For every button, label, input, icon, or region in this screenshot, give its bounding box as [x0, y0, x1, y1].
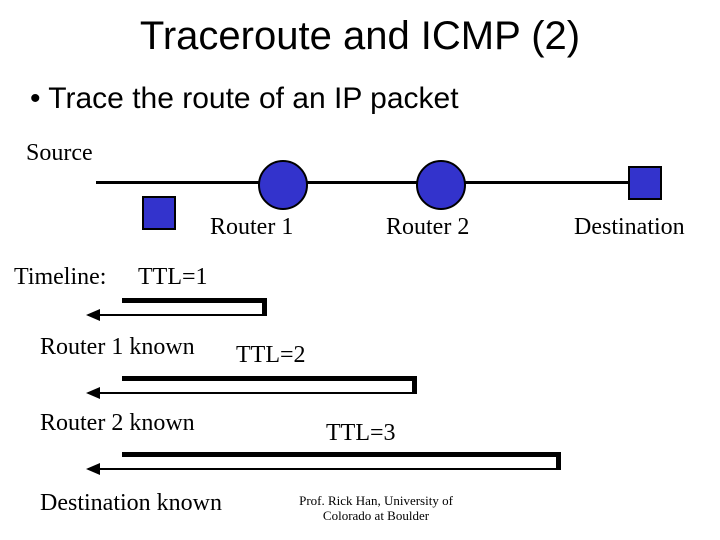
router2-node — [416, 160, 466, 210]
label-router2: Router 2 — [386, 214, 469, 241]
label-router1: Router 1 — [210, 214, 293, 241]
router1-node — [258, 160, 308, 210]
destination-node — [628, 166, 662, 200]
footer-credit: Prof. Rick Han, University of Colorado a… — [276, 494, 476, 524]
footer-line2: Colorado at Boulder — [323, 508, 429, 523]
arrow-shaft — [88, 314, 266, 316]
source-node — [142, 196, 176, 230]
ttl1-top-bar — [122, 298, 266, 303]
label-destination: Destination — [574, 214, 685, 241]
ttl2-top-bar — [122, 376, 416, 381]
label-destination-known: Destination known — [40, 490, 222, 517]
network-line — [96, 181, 650, 184]
label-router1-known: Router 1 known — [40, 334, 195, 361]
slide: Traceroute and ICMP (2) • Trace the rout… — [0, 0, 720, 540]
label-ttl1: TTL=1 — [138, 264, 208, 291]
label-ttl2: TTL=2 — [236, 342, 306, 369]
label-timeline: Timeline: — [14, 264, 106, 291]
ttl3-top-bar — [122, 452, 560, 457]
label-source: Source — [26, 140, 93, 167]
arrow-shaft — [88, 468, 560, 470]
arrow-shaft — [88, 392, 416, 394]
footer-line1: Prof. Rick Han, University of — [299, 493, 453, 508]
label-router2-known: Router 2 known — [40, 410, 195, 437]
label-ttl3: TTL=3 — [326, 420, 396, 447]
slide-title: Traceroute and ICMP (2) — [0, 14, 720, 59]
bullet-trace-route: • Trace the route of an IP packet — [30, 82, 459, 116]
